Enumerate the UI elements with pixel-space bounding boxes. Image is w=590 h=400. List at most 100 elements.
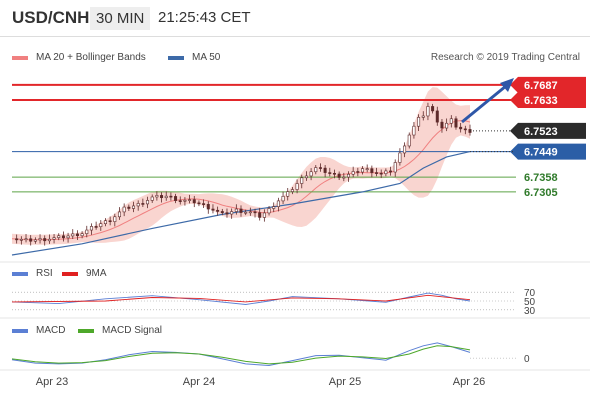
- pivot-tag: [510, 143, 586, 160]
- ma9-swatch: [62, 271, 78, 276]
- legend-macd: MACD: [12, 325, 65, 336]
- candle-body: [103, 220, 107, 224]
- candle-body: [244, 211, 248, 214]
- candle-body: [276, 200, 280, 207]
- candle-body: [220, 211, 224, 213]
- candle-body: [225, 212, 229, 215]
- candle-body: [290, 189, 294, 192]
- candle-body: [29, 238, 33, 242]
- candle-body: [300, 177, 304, 184]
- candle-body: [230, 211, 234, 215]
- ma50-swatch: [168, 55, 184, 60]
- candle-body: [328, 172, 332, 174]
- candle-body: [262, 212, 266, 218]
- candle-body: [239, 208, 243, 213]
- candle-body: [403, 145, 407, 154]
- candle-body: [393, 162, 397, 173]
- candle-body: [337, 173, 341, 178]
- legend-rsi-label: RSI: [36, 268, 53, 279]
- candle-body: [375, 172, 379, 174]
- candle-body: [80, 233, 84, 237]
- candle-body: [192, 199, 196, 204]
- candle-body: [417, 117, 421, 127]
- rsi-line: [11, 292, 471, 305]
- x-tick-label: Apr 26: [453, 376, 485, 388]
- candle-body: [440, 121, 444, 129]
- chart-header: USD/CNH 30 MIN 21:25:43 CET: [0, 0, 590, 38]
- candle-body: [309, 171, 313, 177]
- candle-body: [346, 173, 350, 178]
- rsi-tick-label: 50: [524, 297, 536, 308]
- candle-body: [398, 152, 402, 163]
- candle-body: [272, 206, 276, 209]
- macd-tick-label: 0: [524, 354, 530, 365]
- candle-body: [248, 211, 252, 214]
- candle-body: [206, 204, 210, 210]
- legend-ma50: MA 50: [168, 52, 220, 63]
- candle-body: [370, 168, 374, 173]
- candle-body: [132, 205, 136, 209]
- candle-body: [38, 238, 42, 241]
- candle-body: [389, 170, 393, 173]
- legend-ma50-label: MA 50: [192, 52, 221, 63]
- candle-body: [52, 237, 56, 240]
- legend-9ma: 9MA: [62, 268, 107, 279]
- candle-body: [183, 199, 187, 202]
- candle-body: [169, 195, 173, 198]
- forecast-arrow-shaft: [461, 84, 507, 124]
- symbol-label: USD/CNH: [12, 8, 90, 27]
- candle-body: [253, 211, 257, 214]
- candle-body: [304, 175, 308, 179]
- candle-body: [459, 126, 463, 130]
- candle-body: [407, 134, 411, 147]
- timeframe-badge[interactable]: 30 MIN: [90, 7, 151, 30]
- candle-body: [267, 208, 271, 214]
- legend-macd-signal: MACD Signal: [78, 325, 162, 336]
- candle-body: [33, 239, 37, 242]
- legend-ma20: MA 20 + Bollinger Bands: [12, 52, 146, 63]
- legend-macd-label: MACD: [36, 325, 66, 336]
- candle-body: [435, 110, 439, 123]
- candle-body: [47, 238, 51, 242]
- candle-body: [361, 168, 365, 173]
- legend-macd-signal-label: MACD Signal: [102, 325, 163, 336]
- candle-body: [384, 170, 388, 175]
- candle-body: [61, 235, 65, 239]
- candle-body: [174, 196, 178, 201]
- legend-9ma-label: 9MA: [86, 268, 107, 279]
- forecast-arrow-head: [500, 78, 514, 92]
- candle-body: [57, 235, 61, 238]
- x-tick-label: Apr 25: [329, 376, 361, 388]
- rsi-9ma-line: [11, 294, 471, 303]
- candle-body: [258, 212, 262, 218]
- candle-body: [286, 191, 290, 197]
- support-2-label: 6.7305: [524, 187, 558, 199]
- candle-body: [365, 168, 369, 170]
- candle-body: [89, 226, 93, 231]
- candle-body: [449, 118, 453, 124]
- candle-body: [216, 209, 220, 212]
- candle-body: [150, 196, 154, 201]
- candle-body: [75, 233, 79, 237]
- candle-body: [351, 171, 355, 175]
- pivot-label: 6.7449: [524, 147, 558, 159]
- x-tick-label: Apr 24: [183, 376, 215, 388]
- candle-body: [356, 171, 360, 173]
- candle-body: [188, 199, 192, 201]
- legend-rsi: RSI: [12, 268, 53, 279]
- candle-body: [202, 203, 206, 205]
- bollinger-band: [12, 87, 470, 245]
- x-tick-label: Apr 23: [36, 376, 68, 388]
- research-credit: Research © 2019 Trading Central: [430, 52, 580, 63]
- resistance-2-label: 6.7687: [524, 80, 558, 92]
- candle-body: [19, 239, 23, 241]
- candle-body: [155, 195, 159, 198]
- candle-body: [178, 200, 182, 202]
- candle-body: [412, 125, 416, 136]
- candle-body: [431, 106, 435, 112]
- macd-signal-line: [11, 345, 471, 365]
- ma50-line: [11, 151, 471, 256]
- candle-body: [108, 220, 112, 223]
- resistance-1-label: 6.7633: [524, 95, 558, 107]
